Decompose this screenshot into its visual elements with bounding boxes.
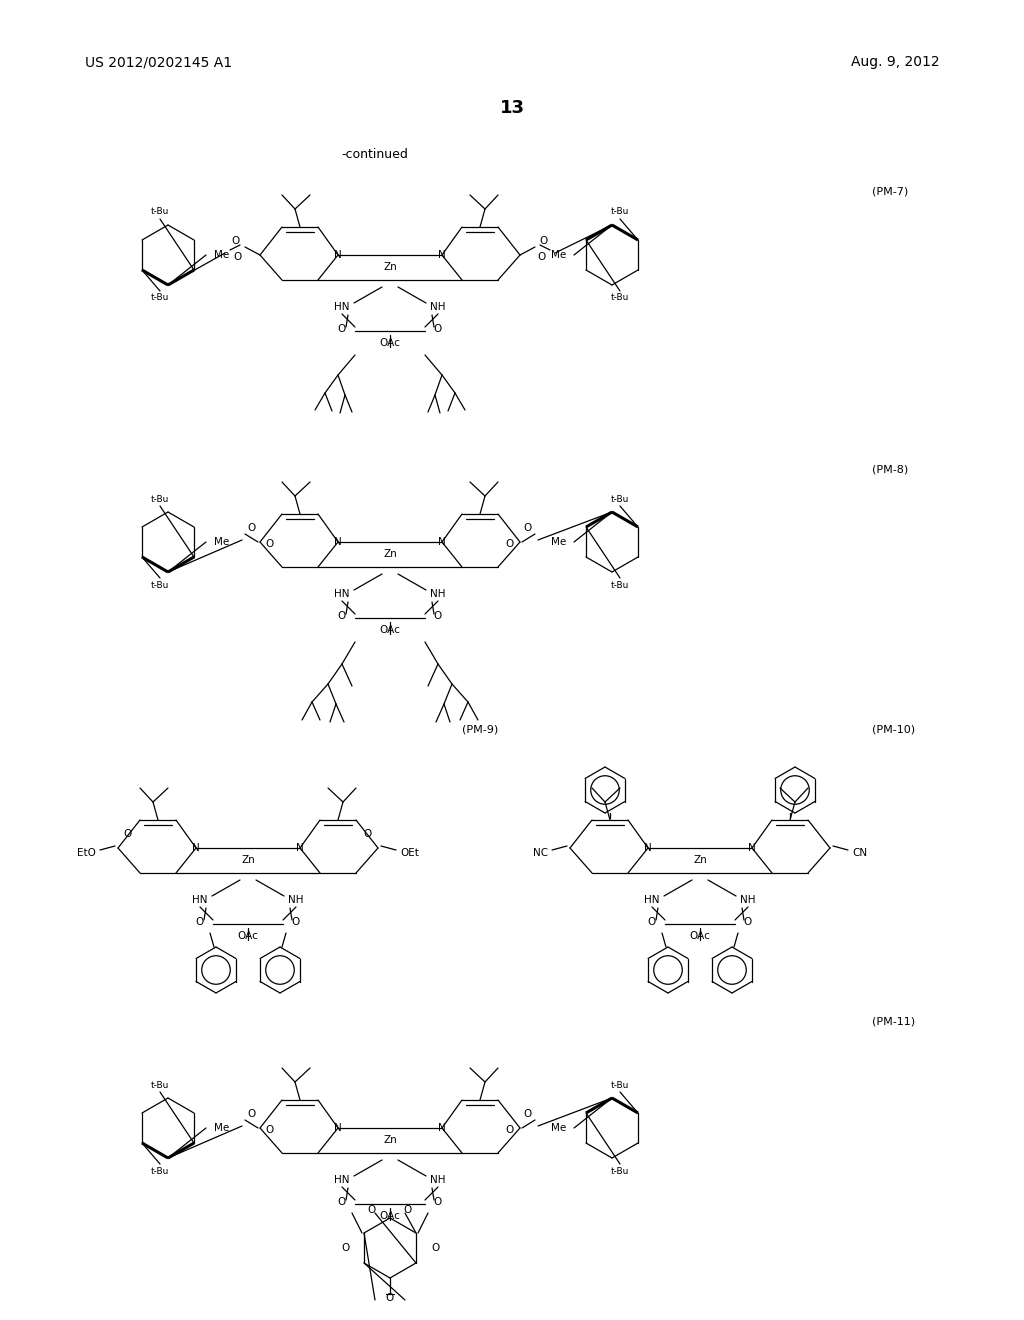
Text: O: O	[341, 1243, 349, 1253]
Text: HN: HN	[334, 589, 350, 599]
Text: Me: Me	[214, 1123, 229, 1133]
Text: Aug. 9, 2012: Aug. 9, 2012	[851, 55, 940, 69]
Text: O: O	[743, 917, 752, 927]
Text: t-Bu: t-Bu	[610, 1167, 629, 1176]
Text: HN: HN	[334, 1175, 350, 1185]
Text: OAc: OAc	[380, 338, 400, 348]
Text: HN: HN	[644, 895, 659, 906]
Text: Me: Me	[551, 537, 566, 546]
Text: O: O	[266, 1125, 274, 1135]
Text: Zn: Zn	[383, 549, 397, 558]
Text: O: O	[338, 611, 346, 620]
Text: t-Bu: t-Bu	[151, 1081, 169, 1089]
Text: t-Bu: t-Bu	[151, 1167, 169, 1176]
Text: O: O	[248, 523, 256, 533]
Text: CN: CN	[852, 847, 867, 858]
Text: Me: Me	[214, 249, 229, 260]
Text: t-Bu: t-Bu	[610, 207, 629, 216]
Text: O: O	[506, 1125, 514, 1135]
Text: N: N	[296, 843, 304, 853]
Text: t-Bu: t-Bu	[610, 1081, 629, 1089]
Text: N: N	[438, 249, 445, 260]
Text: O: O	[434, 1197, 442, 1206]
Text: O: O	[266, 539, 274, 549]
Text: OAc: OAc	[689, 931, 711, 941]
Text: O: O	[431, 1243, 439, 1253]
Text: NH: NH	[288, 895, 304, 906]
Text: (PM-10): (PM-10)	[872, 725, 915, 735]
Text: N: N	[334, 537, 342, 546]
Text: O: O	[434, 611, 442, 620]
Text: N: N	[438, 1123, 445, 1133]
Text: O: O	[386, 1294, 394, 1303]
Text: O: O	[434, 323, 442, 334]
Text: O: O	[524, 1109, 532, 1119]
Text: O: O	[368, 1205, 376, 1214]
Text: t-Bu: t-Bu	[151, 495, 169, 503]
Text: HN: HN	[193, 895, 208, 906]
Text: t-Bu: t-Bu	[151, 207, 169, 216]
Text: N: N	[438, 537, 445, 546]
Text: O: O	[524, 523, 532, 533]
Text: O: O	[364, 829, 372, 840]
Text: EtO: EtO	[77, 847, 96, 858]
Text: Me: Me	[551, 249, 566, 260]
Text: NH: NH	[740, 895, 756, 906]
Text: -continued: -continued	[342, 149, 409, 161]
Text: NC: NC	[532, 847, 548, 858]
Text: O: O	[403, 1205, 412, 1214]
Text: Me: Me	[214, 537, 229, 546]
Text: O: O	[196, 917, 204, 927]
Text: O: O	[338, 323, 346, 334]
Text: O: O	[233, 252, 242, 261]
Text: OAc: OAc	[238, 931, 258, 941]
Text: O: O	[540, 236, 548, 246]
Text: t-Bu: t-Bu	[151, 293, 169, 302]
Text: Me: Me	[551, 1123, 566, 1133]
Text: US 2012/0202145 A1: US 2012/0202145 A1	[85, 55, 232, 69]
Text: t-Bu: t-Bu	[610, 495, 629, 503]
Text: (PM-11): (PM-11)	[872, 1016, 915, 1027]
Text: N: N	[749, 843, 756, 853]
Text: NH: NH	[430, 302, 445, 312]
Text: OAc: OAc	[380, 624, 400, 635]
Text: HN: HN	[334, 302, 350, 312]
Text: N: N	[644, 843, 652, 853]
Text: O: O	[124, 829, 132, 840]
Text: O: O	[648, 917, 656, 927]
Text: Zn: Zn	[693, 855, 707, 865]
Text: (PM-8): (PM-8)	[872, 465, 908, 475]
Text: N: N	[334, 249, 342, 260]
Text: Zn: Zn	[241, 855, 255, 865]
Text: N: N	[193, 843, 200, 853]
Text: Zn: Zn	[383, 1135, 397, 1144]
Text: t-Bu: t-Bu	[151, 581, 169, 590]
Text: N: N	[334, 1123, 342, 1133]
Text: NH: NH	[430, 1175, 445, 1185]
Text: NH: NH	[430, 589, 445, 599]
Text: O: O	[231, 236, 240, 246]
Text: Zn: Zn	[383, 261, 397, 272]
Text: OEt: OEt	[400, 847, 419, 858]
Text: (PM-9): (PM-9)	[462, 725, 499, 735]
Text: 13: 13	[500, 99, 524, 117]
Text: O: O	[506, 539, 514, 549]
Text: O: O	[338, 1197, 346, 1206]
Text: t-Bu: t-Bu	[610, 581, 629, 590]
Text: O: O	[292, 917, 300, 927]
Text: OAc: OAc	[380, 1210, 400, 1221]
Text: O: O	[538, 252, 546, 261]
Text: O: O	[248, 1109, 256, 1119]
Text: t-Bu: t-Bu	[610, 293, 629, 302]
Text: (PM-7): (PM-7)	[872, 187, 908, 197]
